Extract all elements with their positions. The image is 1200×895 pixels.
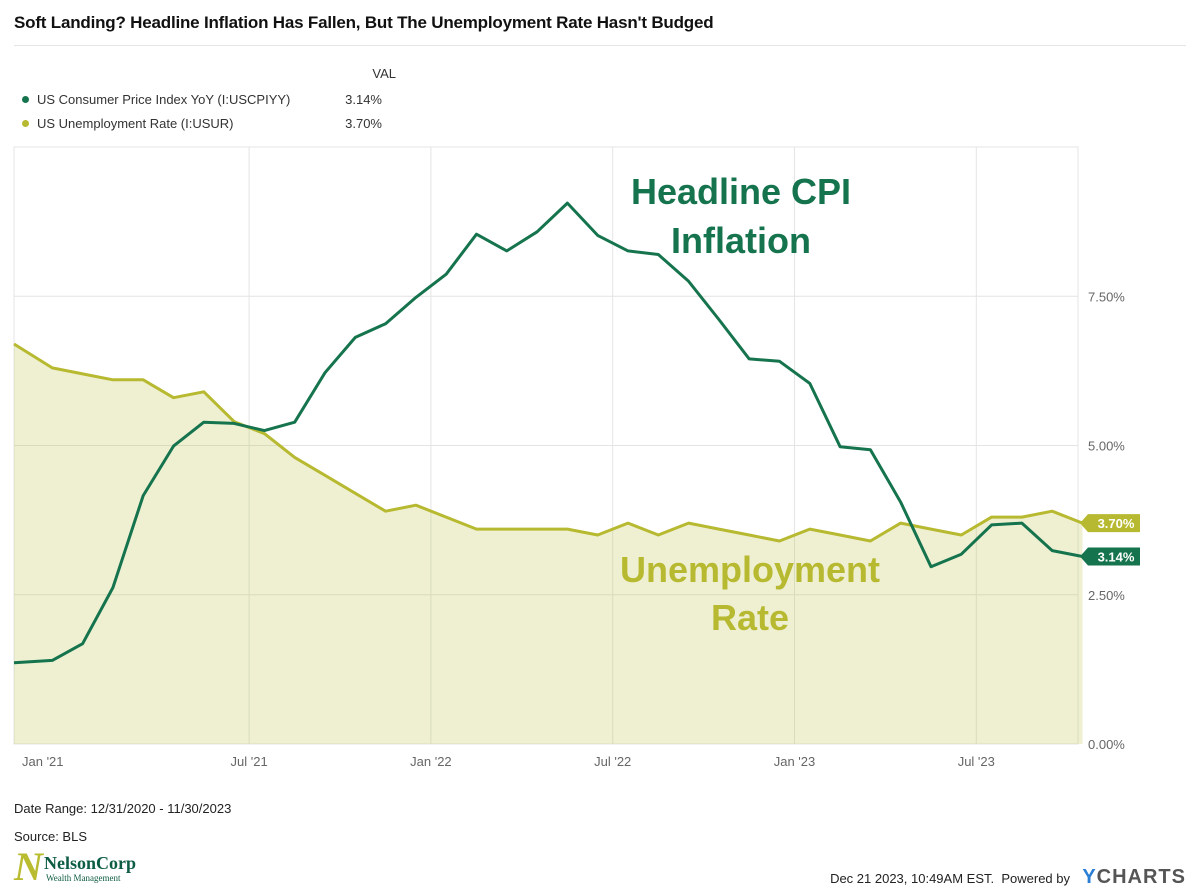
logo-mark-icon: N bbox=[14, 844, 43, 889]
legend-value: 3.70% bbox=[345, 116, 382, 131]
y-tick-label: 0.00% bbox=[1088, 737, 1125, 752]
unemployment-area bbox=[14, 344, 1083, 744]
powered-by: Powered by bbox=[1001, 871, 1070, 886]
legend-item-unemployment[interactable]: US Unemployment Rate (I:USUR) 3.70% bbox=[22, 116, 382, 131]
ycharts-wordmark: CHARTS bbox=[1096, 866, 1186, 888]
nelsoncorp-logo: N NelsonCorp Wealth Management bbox=[14, 844, 164, 889]
x-tick-label: Jan '21 bbox=[22, 754, 64, 769]
annotation-unemployment-line1: Unemployment bbox=[620, 549, 880, 590]
logo-subtitle: Wealth Management bbox=[46, 873, 121, 883]
logo-name: NelsonCorp bbox=[44, 853, 137, 873]
y-tick-label: 7.50% bbox=[1088, 289, 1125, 304]
x-tick-label: Jan '23 bbox=[774, 754, 816, 769]
unemployment-last-tag bbox=[1080, 514, 1140, 533]
legend-value-header: VAL bbox=[372, 66, 396, 81]
x-tick-label: Jan '22 bbox=[410, 754, 452, 769]
y-tick-label: 2.50% bbox=[1088, 588, 1125, 603]
chart-title: Soft Landing? Headline Inflation Has Fal… bbox=[14, 13, 714, 32]
source: Source: BLS bbox=[14, 829, 87, 844]
timestamp-text: Dec 21 2023, 10:49AM EST. bbox=[830, 871, 995, 886]
x-tick-label: Jul '22 bbox=[594, 754, 631, 769]
legend-item-cpi[interactable]: US Consumer Price Index YoY (I:USCPIYY) … bbox=[22, 92, 382, 107]
legend-label: US Unemployment Rate (I:USUR) bbox=[37, 116, 234, 131]
annotation-unemployment-line2: Rate bbox=[711, 597, 789, 638]
x-tick-label: Jul '23 bbox=[958, 754, 995, 769]
y-tick-label: 5.00% bbox=[1088, 439, 1125, 454]
x-tick-label: Jul '21 bbox=[231, 754, 268, 769]
timestamp: Dec 21 2023, 10:49AM EST. Powered by bbox=[830, 871, 1070, 886]
annotation-cpi-line1: Headline CPI bbox=[631, 171, 851, 212]
legend-dot-icon bbox=[22, 96, 29, 104]
ycharts-y-icon: Y bbox=[1082, 866, 1097, 888]
cpi-last-tag bbox=[1080, 547, 1140, 566]
date-range: Date Range: 12/31/2020 - 11/30/2023 bbox=[14, 801, 232, 816]
unemployment-line bbox=[13, 342, 1084, 543]
legend-label: US Consumer Price Index YoY (I:USCPIYY) bbox=[37, 92, 291, 107]
annotation-cpi-line2: Inflation bbox=[671, 220, 811, 261]
title-divider bbox=[14, 45, 1186, 46]
ycharts-logo[interactable]: YCHARTS bbox=[1082, 866, 1186, 889]
legend-dot-icon bbox=[22, 120, 29, 128]
legend-value: 3.14% bbox=[345, 92, 382, 107]
cpi-line bbox=[13, 201, 1083, 665]
unemployment-last-value-label: 3.70% bbox=[1098, 516, 1135, 531]
cpi-last-value-label: 3.14% bbox=[1098, 550, 1135, 565]
